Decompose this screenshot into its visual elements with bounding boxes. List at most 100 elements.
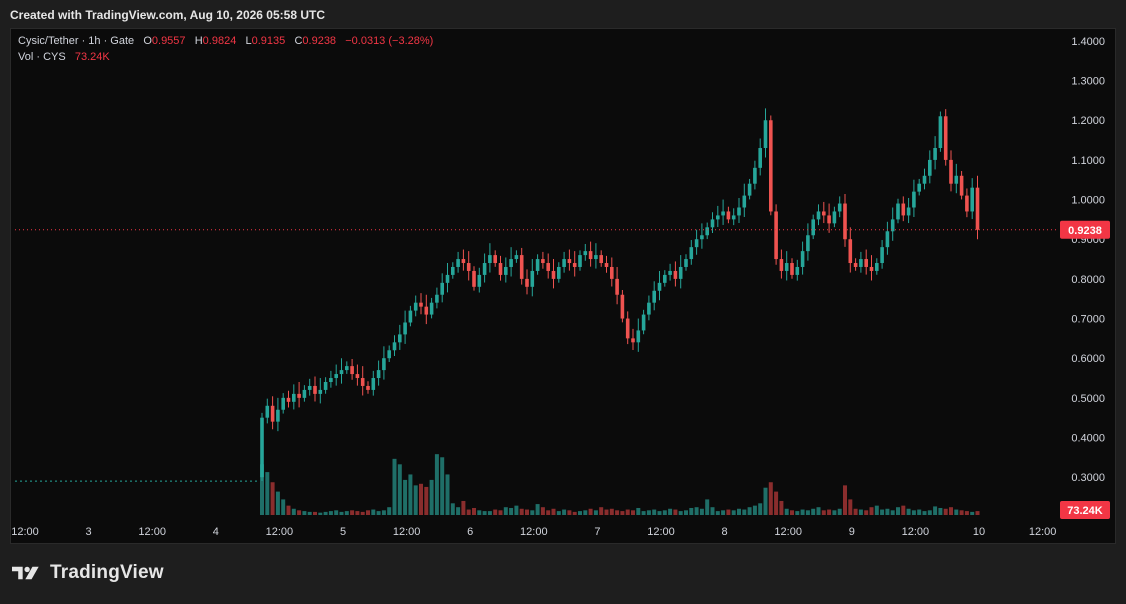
- legend-symbol[interactable]: Cysic/Tether · 1h · Gate: [18, 35, 135, 47]
- time-tick-label: 10: [973, 526, 985, 538]
- candle-body: [716, 215, 720, 220]
- volume-bar: [477, 510, 482, 515]
- legend-volume-label[interactable]: Vol · CYS: [18, 51, 66, 63]
- candle-body: [382, 358, 386, 371]
- volume-bar: [975, 511, 980, 515]
- volume-bar: [774, 491, 779, 515]
- candle-body: [435, 294, 439, 303]
- volume-bar: [313, 511, 317, 515]
- volume-bar: [604, 509, 609, 515]
- volume-bar: [684, 510, 688, 515]
- volume-bar: [853, 508, 858, 515]
- price-axis[interactable]: 0.30000.40000.50000.60000.70000.80000.90…: [1071, 36, 1105, 484]
- candle-body: [604, 263, 609, 267]
- legend-low-value: 0.9135: [251, 35, 286, 47]
- volume-bar: [392, 458, 397, 515]
- candle-body: [334, 374, 338, 379]
- candle-body: [636, 330, 641, 343]
- candle-body: [424, 306, 429, 315]
- legend-change: −0.0313 (−3.28%): [345, 35, 434, 47]
- candle-body: [705, 227, 709, 236]
- time-axis[interactable]: 12:00 3 12:00 4 12:00 5 12:00 6 12:00 7 12:00 8 12:0…: [11, 526, 1056, 538]
- volume-bar: [652, 509, 657, 515]
- candle-body: [673, 270, 678, 279]
- candle-body: [620, 294, 625, 319]
- candle-body: [403, 322, 407, 335]
- volume-bar: [260, 464, 264, 515]
- price-tick-label: 1.3000: [1071, 76, 1105, 88]
- legend-close-label: C: [294, 35, 303, 47]
- volume-bar: [742, 509, 747, 515]
- chart-canvas[interactable]: 0.30000.40000.50000.60000.70000.80000.90…: [11, 29, 1115, 543]
- volume-bar: [843, 485, 847, 515]
- volume-bar: [588, 508, 593, 515]
- candle-body: [599, 255, 603, 264]
- volume-bar: [790, 510, 794, 515]
- candle-body: [641, 314, 646, 331]
- candle-body: [822, 211, 826, 216]
- time-tick-label: 8: [722, 526, 728, 538]
- volume-bar: [540, 507, 545, 515]
- candle-body: [329, 378, 333, 382]
- time-tick-label: 7: [594, 526, 600, 538]
- candle-body: [323, 381, 328, 390]
- candle-body: [970, 187, 974, 212]
- candle-body: [498, 263, 503, 275]
- volume-bar: [567, 510, 572, 515]
- volume-bar: [599, 507, 604, 515]
- candle-body: [747, 183, 752, 196]
- volume-bar: [339, 511, 344, 515]
- price-tick-label: 1.4000: [1071, 36, 1105, 48]
- candle-body: [731, 215, 736, 220]
- candle-body: [493, 255, 497, 264]
- volume-bar: [964, 511, 969, 515]
- volume-bar: [450, 503, 455, 515]
- candle-body: [816, 211, 821, 220]
- candle-body: [562, 259, 566, 267]
- candle-body: [678, 266, 683, 279]
- candle-body: [906, 207, 911, 216]
- candle-body: [392, 342, 397, 351]
- volume-bar: [731, 510, 736, 515]
- candle-body: [917, 183, 921, 192]
- candle-body: [668, 270, 672, 275]
- volume-bar: [689, 507, 694, 515]
- volume-bar: [429, 479, 434, 515]
- volume-bar: [493, 509, 498, 515]
- candle-body: [557, 266, 561, 279]
- volume-bar: [419, 483, 423, 515]
- candle-body: [832, 211, 837, 224]
- legend-high-label: H: [194, 35, 203, 47]
- candle-body: [366, 385, 370, 390]
- candle-body: [413, 302, 418, 311]
- candle-body: [933, 148, 937, 160]
- volume-bar: [302, 511, 307, 515]
- candle-body: [938, 116, 943, 149]
- candle-body: [663, 274, 667, 283]
- candle-body: [488, 255, 492, 264]
- volume-bar: [673, 509, 678, 515]
- volume-tag: [1060, 501, 1110, 519]
- volume-bar: [286, 505, 291, 515]
- candle-body: [694, 239, 699, 248]
- last-price-tag: [1060, 220, 1110, 239]
- volume-bar: [525, 509, 529, 515]
- volume-bar: [482, 511, 487, 515]
- candle-body: [265, 405, 270, 418]
- candle-body: [567, 259, 572, 264]
- volume-bar: [572, 511, 577, 515]
- candle-body: [869, 266, 874, 271]
- volume-bar: [646, 510, 651, 515]
- legend-volume-value: 73.24K: [74, 51, 110, 63]
- volume-bar: [556, 511, 561, 515]
- volume-bar: [747, 507, 752, 515]
- candle-body: [774, 211, 778, 260]
- volume-bar: [636, 507, 641, 515]
- volume-bar: [323, 511, 328, 515]
- candle-body: [297, 393, 301, 398]
- chart-panel[interactable]: 0.3000 0.4000 0.5000 0.6000 0.7000 0.8000 0.90…: [10, 28, 1116, 544]
- volume-bar: [334, 510, 339, 515]
- candle-body: [519, 255, 524, 279]
- volume-bar: [456, 507, 461, 515]
- volume-bar: [509, 507, 514, 515]
